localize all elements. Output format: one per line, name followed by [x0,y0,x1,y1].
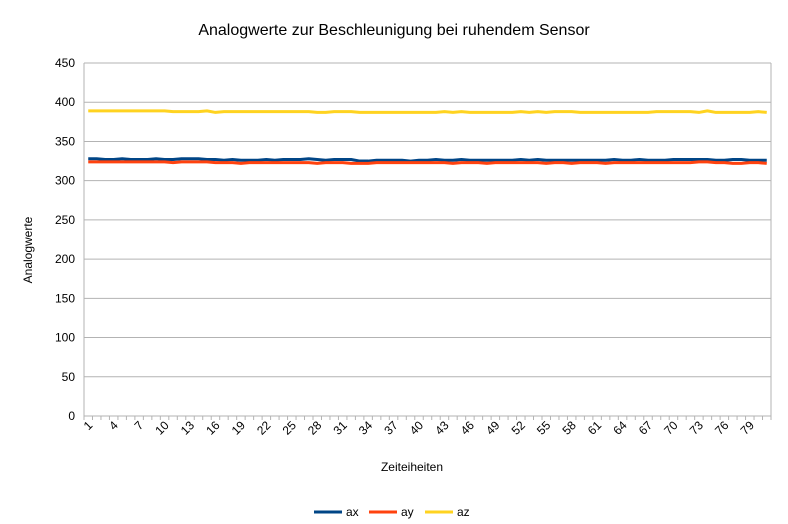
legend: ax ay az [314,505,470,519]
chart-title: Analogwerte zur Beschleunigung bei ruhen… [198,22,590,39]
legend-item-ay: ay [369,505,414,519]
series-lines [88,109,767,165]
y-tick-label: 200 [55,252,75,266]
y-tick-label: 0 [68,409,75,423]
y-tick-label: 400 [55,95,75,109]
legend-label: ay [401,505,414,519]
series-line-az [88,109,767,114]
legend-item-az: az [425,505,470,519]
y-tick-label: 100 [55,331,75,345]
y-tick-label: 300 [55,174,75,188]
legend-label: ax [346,505,359,519]
y-tick-label: 450 [55,56,75,70]
y-axis-tick-labels: 0 50 100 150 200 250 300 350 400 450 [55,56,75,423]
series-line-ay [88,160,767,165]
y-tick-label: 150 [55,291,75,305]
y-tick-label: 50 [62,370,76,384]
x-axis-title: Zeiteiheiten [381,460,443,474]
y-axis-title: Analogwerte [21,216,35,283]
legend-item-ax: ax [314,505,359,519]
series-line-ax [88,157,767,163]
legend-label: az [457,505,470,519]
y-tick-label: 250 [55,213,75,227]
y-tick-label: 350 [55,134,75,148]
gridlines [83,62,772,420]
